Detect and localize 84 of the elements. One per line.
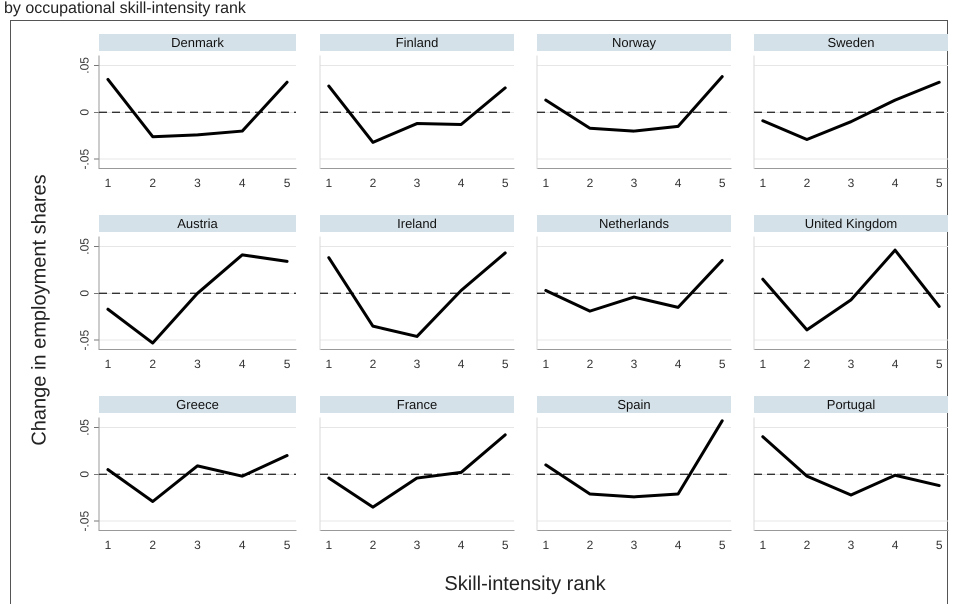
x-tick-label: 4 [674,176,682,190]
x-tick-label: 1 [325,176,332,190]
x-tick-label: 1 [325,357,332,372]
x-tick-label: 2 [804,176,811,190]
x-tick-label: 2 [586,357,594,372]
x-tick-label: 4 [458,176,465,190]
x-tick-label: 1 [542,357,550,372]
chart-title: Finland [320,34,514,51]
y-tick-label: -.05 [77,330,92,351]
x-tick-label: 3 [414,538,421,552]
x-tick-label: 3 [630,357,638,372]
x-tick-label: 1 [104,538,112,552]
chart-title: Denmark [99,34,296,51]
x-tick-label: 5 [502,176,509,190]
x-tick-label: 2 [149,357,156,372]
chart-title: Norway [537,34,731,51]
x-tick-label: 2 [586,538,594,552]
y-tick-label: .05 [77,56,92,74]
y-tick-label: .05 [77,238,92,255]
x-tick-label: 2 [370,538,377,552]
x-tick-label: 2 [804,357,811,372]
y-tick-label: 0 [77,470,92,478]
y-axis-title: Change in employment shares [28,174,52,446]
x-tick-label: 4 [674,357,682,372]
chart-title: Greece [99,396,296,413]
x-tick-label: 3 [630,176,638,190]
x-tick-label: 3 [414,357,421,372]
x-tick-label: 5 [284,357,291,372]
x-tick-label: 4 [238,176,246,190]
x-tick-label: 2 [370,176,377,190]
x-tick-label: 5 [936,538,943,552]
x-tick-label: 1 [542,538,550,552]
chart-title: Sweden [754,34,948,51]
y-tick-label: .05 [77,418,92,436]
x-tick-label: 1 [325,538,332,552]
x-tick-label: 3 [848,357,855,372]
x-tick-label: 2 [804,538,811,552]
x-tick-label: 1 [759,538,766,552]
x-tick-label: 3 [194,357,202,372]
x-tick-label: 5 [502,538,509,552]
y-tick-label: -.05 [77,148,92,170]
y-tick-label: 0 [77,290,92,297]
x-tick-label: 4 [674,538,682,552]
x-tick-label: 5 [718,176,726,190]
x-tick-label: 4 [892,357,899,372]
x-tick-label: 5 [718,538,726,552]
chart-title: Netherlands [537,215,731,232]
x-tick-label: 3 [630,538,638,552]
x-tick-label: 4 [238,538,246,552]
x-tick-label: 4 [892,176,899,190]
y-tick-label: -.05 [77,510,92,532]
x-tick-label: 5 [936,176,943,190]
x-tick-label: 1 [104,176,112,190]
x-tick-label: 3 [848,538,855,552]
x-tick-label: 4 [458,357,465,372]
x-tick-label: 5 [284,538,291,552]
x-tick-label: 2 [149,176,156,190]
x-axis-title: Skill-intensity rank [444,573,606,596]
x-tick-label: 3 [194,538,202,552]
x-tick-label: 5 [936,357,943,372]
x-tick-label: 1 [759,357,766,372]
x-tick-label: 2 [149,538,156,552]
y-tick-label: 0 [77,108,92,116]
chart-title: Austria [99,215,296,232]
x-tick-label: 1 [542,176,550,190]
x-tick-label: 4 [458,538,465,552]
x-tick-label: 3 [414,176,421,190]
x-tick-label: 1 [759,176,766,190]
chart-title: United Kingdom [754,215,948,232]
x-tick-label: 4 [892,538,899,552]
x-tick-label: 3 [848,176,855,190]
x-tick-label: 5 [502,357,509,372]
chart-title: Ireland [320,215,514,232]
x-tick-label: 1 [104,357,112,372]
chart-title: Spain [537,396,731,413]
x-tick-label: 4 [238,357,246,372]
x-tick-label: 3 [194,176,202,190]
text: by occupational skill-intensity rank [4,0,246,18]
chart-title: France [320,396,514,413]
chart-title: Portugal [754,396,948,413]
x-tick-label: 5 [718,357,726,372]
x-tick-label: 5 [284,176,291,190]
x-tick-label: 2 [370,357,377,372]
x-tick-label: 2 [586,176,594,190]
